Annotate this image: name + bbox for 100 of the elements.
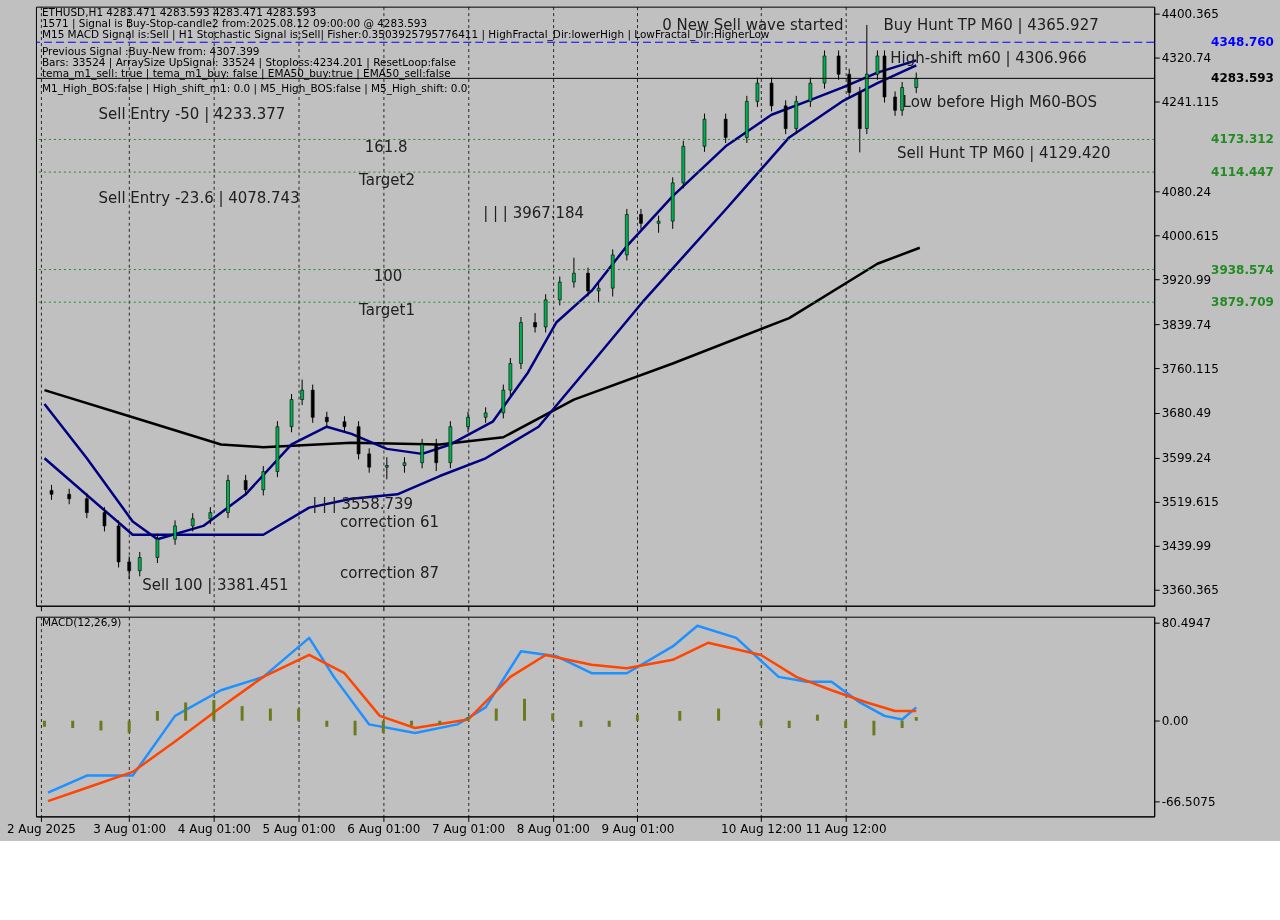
annotation: 1571 | Signal is Buy-Stop-candle2 from:2025.08.12 09:00:00 @ 4283.593 xyxy=(41,16,428,30)
bar xyxy=(579,720,583,727)
annotation: Sell Entry -50 | 4233.377 xyxy=(98,105,286,124)
bar xyxy=(127,720,131,733)
bar xyxy=(815,714,819,721)
annotation: Sell Hunt TP M60 | 4129.420 xyxy=(897,144,1111,163)
annotation: Low before High M60-BOS xyxy=(902,93,1098,112)
bar xyxy=(759,720,763,726)
bar xyxy=(717,708,721,721)
candlestick xyxy=(900,81,904,117)
annotation: Target1 xyxy=(358,301,415,320)
x-tick-label: 2 Aug 2025 xyxy=(6,821,76,836)
ref-line-label: 4173.312 xyxy=(1211,132,1274,147)
candlestick xyxy=(173,519,177,546)
chart-title: MACD(12,26,9) xyxy=(41,615,122,628)
bar xyxy=(914,717,918,721)
candlestick xyxy=(783,99,788,135)
y-tick-label: 80.4947 xyxy=(1161,616,1212,631)
bar xyxy=(184,702,188,721)
annotation: correction 61 xyxy=(340,512,440,531)
bar xyxy=(872,720,876,736)
annotation: Bars: 33524 | ArraySize UpSignal: 33524 | Stoploss:4234.201 | ResetLoop:false xyxy=(41,55,456,69)
bar xyxy=(551,713,555,721)
candlestick xyxy=(155,533,160,564)
candlestick xyxy=(501,384,506,419)
annotation: | | | 3967.184 xyxy=(483,204,585,223)
bar xyxy=(522,698,526,721)
x-tick-label: 5 Aug 01:00 xyxy=(262,821,336,836)
annotation: correction 87 xyxy=(340,563,440,582)
candlestick xyxy=(190,512,195,532)
candlestick xyxy=(243,474,248,496)
y-tick-label: 4400.365 xyxy=(1161,7,1219,22)
y-tick-label: 3839.74 xyxy=(1161,317,1212,332)
x-tick-label: 4 Aug 01:00 xyxy=(177,821,251,836)
x-tick-label: 6 Aug 01:00 xyxy=(347,821,421,836)
annotation: Buy Hunt TP M60 | 4365.927 xyxy=(883,15,1099,34)
x-tick-label: 9 Aug 01:00 xyxy=(601,821,675,836)
y-tick-label: 3760.115 xyxy=(1161,361,1219,376)
annotation: | | | 3558.739 xyxy=(312,494,413,513)
x-tick-label: 8 Aug 01:00 xyxy=(516,821,590,836)
ref-line-label: 4114.447 xyxy=(1211,165,1274,180)
candlestick xyxy=(137,551,142,577)
x-tick-label: 3 Aug 01:00 xyxy=(93,821,167,836)
y-tick-label: 3360.365 xyxy=(1161,583,1219,598)
y-tick-label: 4000.615 xyxy=(1161,228,1219,243)
annotation: M1_High_BOS:false | High_shift_m1: 0.0 | M5_High_BOS:false | M5_High_shift: 0.0 xyxy=(41,81,468,95)
bar xyxy=(353,720,357,736)
bar xyxy=(325,720,329,727)
bar xyxy=(494,708,498,721)
annotation: Target2 xyxy=(358,171,415,190)
annotation: Sell Entry -23.6 | 4078.743 xyxy=(98,189,300,208)
annotation: Previous Signal :Buy-New from: 4307.399 xyxy=(41,44,260,57)
bar xyxy=(844,720,848,729)
y-tick-label: 4320.74 xyxy=(1161,51,1212,66)
chart-title: ETHUSD,H1 4283.471 4283.593 4283.471 4283.593 xyxy=(41,5,317,18)
bar xyxy=(635,714,639,721)
bar xyxy=(297,708,301,721)
candlestick xyxy=(596,282,601,303)
ref-line-label: 4348.760 xyxy=(1211,35,1274,50)
candlestick xyxy=(533,312,537,333)
y-tick-label: -66.5075 xyxy=(1161,795,1216,810)
y-tick-label: 0.00 xyxy=(1161,714,1189,729)
x-tick-label: 10 Aug 12:00 xyxy=(721,821,802,836)
bar xyxy=(678,710,682,721)
bar xyxy=(607,720,611,727)
ref-line-label: 4283.593 xyxy=(1211,71,1274,86)
y-tick-label: 4241.115 xyxy=(1161,95,1219,110)
candlestick xyxy=(557,276,562,306)
bar xyxy=(381,720,385,733)
candlestick xyxy=(85,492,89,519)
bar xyxy=(410,720,414,726)
candlestick xyxy=(572,257,576,289)
bar xyxy=(155,710,159,721)
y-tick-label: 3599.24 xyxy=(1161,451,1212,466)
bar xyxy=(787,720,791,729)
candlestick xyxy=(102,506,107,532)
bar xyxy=(212,700,216,721)
candlestick xyxy=(367,447,371,474)
candlestick xyxy=(723,113,728,144)
y-tick-label: 3439.99 xyxy=(1161,539,1212,554)
y-tick-label: 3680.49 xyxy=(1161,406,1212,421)
candlestick xyxy=(586,267,590,297)
bar xyxy=(71,720,75,729)
bar xyxy=(99,720,103,731)
bar xyxy=(268,708,272,721)
bar xyxy=(466,717,470,721)
bar xyxy=(900,720,904,729)
annotation: 161.8 xyxy=(364,138,408,157)
bar xyxy=(240,706,244,721)
x-tick-label: 7 Aug 01:00 xyxy=(431,821,506,836)
y-tick-label: 3920.99 xyxy=(1161,272,1212,287)
y-tick-label: 3519.615 xyxy=(1161,495,1219,510)
annotation: High-shift m60 | 4306.966 xyxy=(890,48,1087,67)
candlestick xyxy=(261,465,266,496)
candlestick xyxy=(893,90,897,117)
ref-line-label: 3879.709 xyxy=(1211,295,1274,310)
annotation: 100 xyxy=(373,267,403,286)
bar xyxy=(42,720,46,727)
ref-line-label: 3938.574 xyxy=(1211,262,1274,277)
x-tick-label: 11 Aug 12:00 xyxy=(805,821,887,836)
